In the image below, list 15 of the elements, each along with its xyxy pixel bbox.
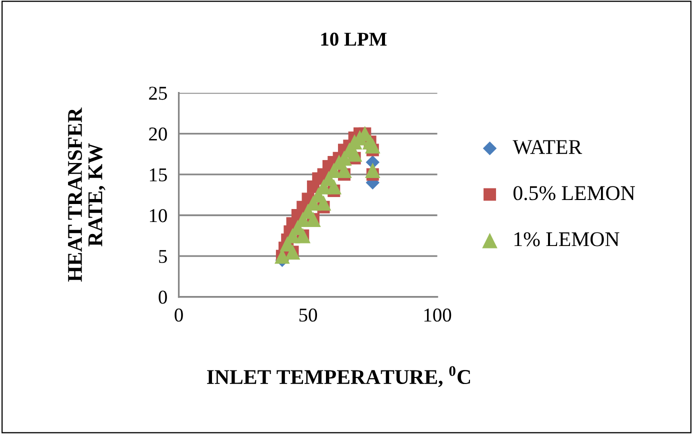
y-tick-label: 0 xyxy=(158,290,167,304)
x-tick-label: 0 xyxy=(174,308,183,322)
legend-label: 0.5% LEMON xyxy=(514,186,635,200)
x-tick-label: 50 xyxy=(299,308,318,322)
chart-title: 10 LPM xyxy=(321,32,387,46)
legend-label: 1% LEMON xyxy=(514,232,620,246)
y-tick-label: 10 xyxy=(150,209,167,222)
y-axis-title: HEAT TRANSFER RATE, KW xyxy=(68,108,106,282)
x-axis-title: INLET TEMPERATURE, $^{0}$C xyxy=(207,366,470,388)
y-tick-label: 20 xyxy=(149,127,167,141)
y-tick-label: 25 xyxy=(149,86,167,100)
y-tick-label: 5 xyxy=(159,250,167,263)
y-tick-label: 15 xyxy=(150,168,167,182)
legend-label: WATER xyxy=(512,140,582,154)
x-tick-label: 100 xyxy=(424,308,452,322)
